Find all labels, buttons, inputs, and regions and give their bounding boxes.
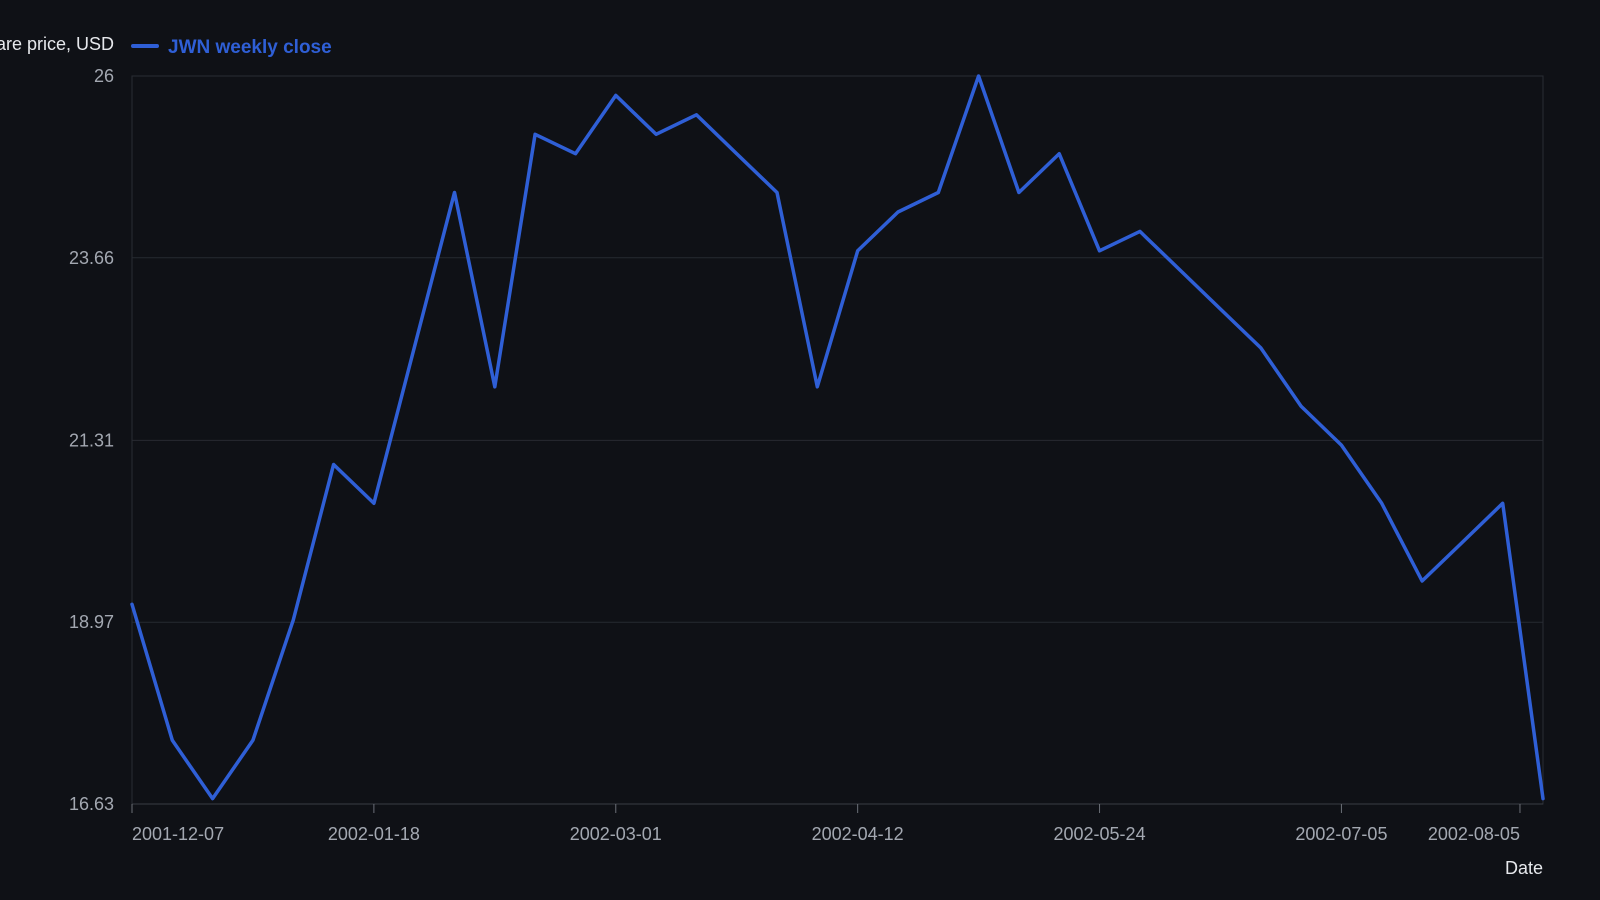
- x-tick-label: 2002-04-12: [812, 824, 904, 844]
- x-tick-label: 2002-01-18: [328, 824, 420, 844]
- y-tick-label: 23.66: [69, 248, 114, 268]
- y-tick-label: 21.31: [69, 430, 114, 450]
- x-tick-label: 2001-12-07: [132, 824, 224, 844]
- legend[interactable]: JWN weekly close: [131, 37, 332, 58]
- gridlines: [132, 75, 1543, 805]
- x-tick-label: 2002-07-05: [1295, 824, 1387, 844]
- y-axis: 16.63 18.97 21.31 23.66 26: [69, 66, 114, 814]
- series-layer: [130, 74, 1545, 801]
- y-tick-label: 26: [94, 66, 114, 86]
- series-line: [130, 74, 1545, 801]
- y-axis-title: Share price, USD: [0, 34, 114, 54]
- x-tick-label: 2002-03-01: [570, 824, 662, 844]
- y-tick-label: 18.97: [69, 612, 114, 632]
- legend-label: JWN weekly close: [168, 37, 332, 58]
- x-tick-label: 2002-08-05: [1428, 824, 1520, 844]
- x-axis-title: Date: [1505, 858, 1543, 878]
- y-tick-label: 16.63: [69, 794, 114, 814]
- x-axis: 2001-12-07 2002-01-18 2002-03-01 2002-04-12…: [131, 803, 1543, 844]
- x-tick-label: 2002-05-24: [1054, 824, 1146, 844]
